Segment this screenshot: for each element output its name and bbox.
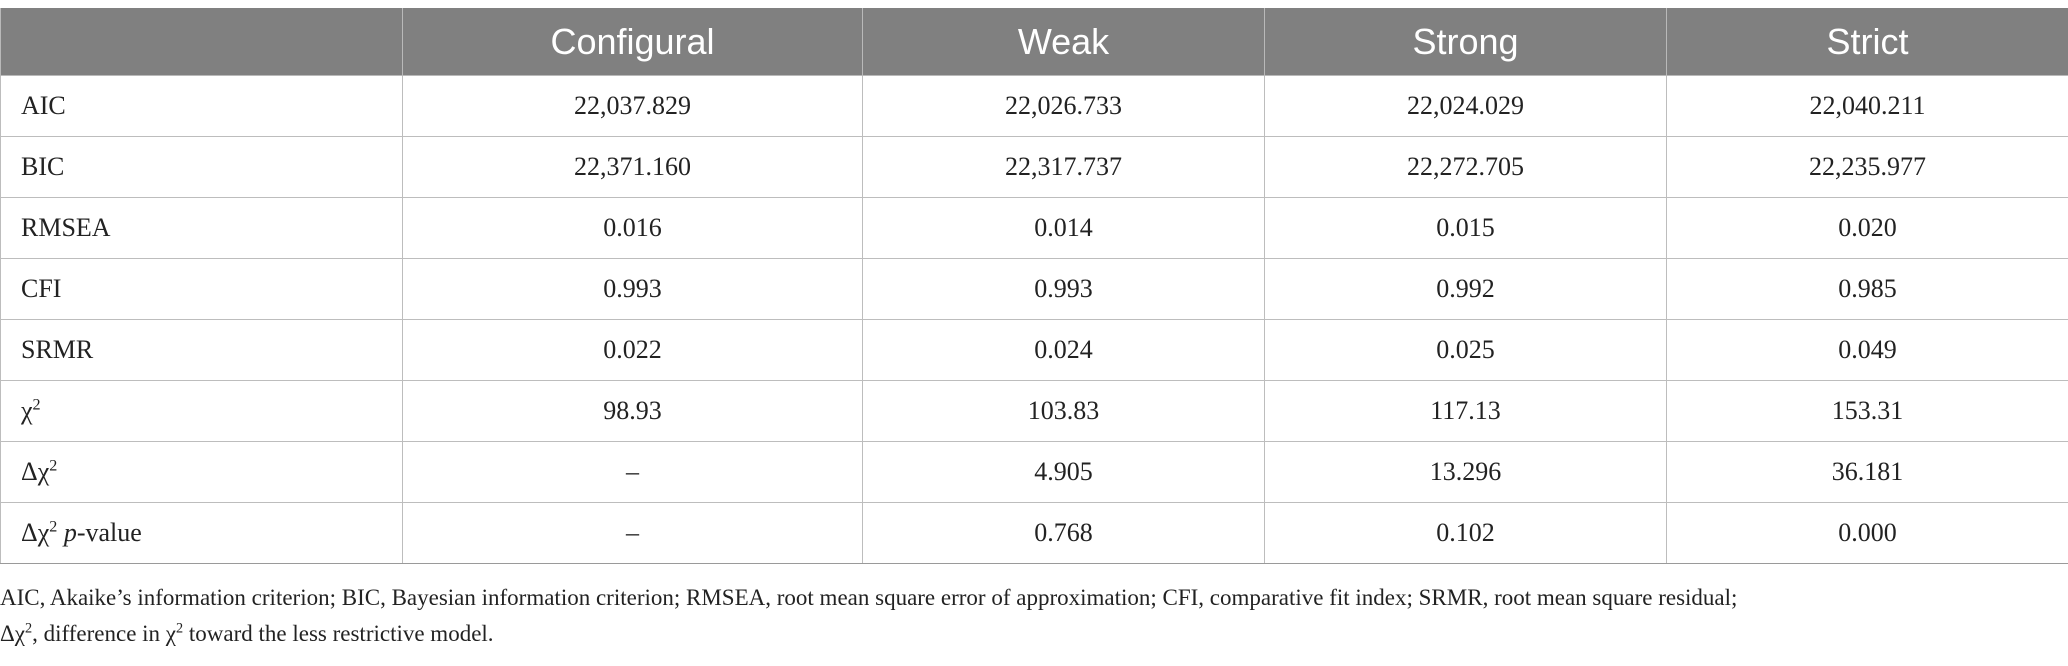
table-cell: 0.768 — [862, 502, 1265, 564]
footnote-text: , difference in χ — [32, 621, 177, 646]
table-cell: 0.025 — [1264, 319, 1667, 381]
row-label-base: Δχ — [21, 457, 50, 486]
table-row-srmr: SRMR 0.022 0.024 0.025 0.049 — [0, 319, 2068, 381]
fit-indices-table-container: Configural Weak Strong Strict AIC 22,037… — [0, 8, 2068, 564]
row-label-superscript: 2 — [49, 518, 58, 536]
table-cell: 153.31 — [1666, 380, 2068, 442]
table-row-delta-chi-square-p-value: Δχ2 p-value – 0.768 0.102 0.000 — [0, 502, 2068, 564]
header-cell-strong: Strong — [1264, 8, 1667, 76]
header-cell-weak: Weak — [862, 8, 1265, 76]
table-cell: 22,026.733 — [862, 75, 1265, 137]
footnote-line-2: Δχ2, difference in χ2 toward the less re… — [0, 616, 2060, 652]
table-cell: 22,040.211 — [1666, 75, 2068, 137]
table-cell: 117.13 — [1264, 380, 1667, 442]
row-label: RMSEA — [0, 197, 403, 259]
header-cell-strict: Strict — [1666, 8, 2068, 76]
table-cell: 103.83 — [862, 380, 1265, 442]
table-row-cfi: CFI 0.993 0.993 0.992 0.985 — [0, 258, 2068, 320]
row-label: CFI — [0, 258, 403, 320]
fit-indices-table: Configural Weak Strong Strict AIC 22,037… — [0, 8, 2068, 564]
header-cell-configural: Configural — [402, 8, 863, 76]
table-cell: – — [402, 502, 863, 564]
table-header: Configural Weak Strong Strict — [0, 8, 2068, 76]
footnote-superscript: 2 — [25, 620, 33, 637]
table-footnote: AIC, Akaike’s information criterion; BIC… — [0, 580, 2060, 652]
row-label-superscript: 2 — [32, 396, 41, 414]
table-row-rmsea: RMSEA 0.016 0.014 0.015 0.020 — [0, 197, 2068, 259]
table-cell: 98.93 — [402, 380, 863, 442]
table-cell: – — [402, 441, 863, 503]
row-label: AIC — [0, 75, 403, 137]
table-cell: 0.022 — [402, 319, 863, 381]
table-cell: 0.000 — [1666, 502, 2068, 564]
footnote-delta-chi: Δχ — [0, 621, 25, 646]
table-cell: 0.049 — [1666, 319, 2068, 381]
table-cell: 0.014 — [862, 197, 1265, 259]
table-cell: 22,371.160 — [402, 136, 863, 198]
row-label: Δχ2 — [0, 441, 403, 503]
row-label-superscript: 2 — [49, 457, 58, 475]
table-row-aic: AIC 22,037.829 22,026.733 22,024.029 22,… — [0, 75, 2068, 137]
footnote-line-1: AIC, Akaike’s information criterion; BIC… — [0, 585, 1738, 610]
row-label-rest: -value — [76, 518, 142, 547]
table-cell: 0.992 — [1264, 258, 1667, 320]
row-label-base: Δχ — [21, 518, 50, 547]
table-cell: 13.296 — [1264, 441, 1667, 503]
table-row-chi-square: χ2 98.93 103.83 117.13 153.31 — [0, 380, 2068, 442]
header-cell-blank — [0, 8, 403, 76]
table-cell: 22,317.737 — [862, 136, 1265, 198]
table-cell: 0.016 — [402, 197, 863, 259]
table-cell: 0.102 — [1264, 502, 1667, 564]
table-cell: 36.181 — [1666, 441, 2068, 503]
footnote-superscript: 2 — [176, 620, 184, 637]
row-label-base: χ — [21, 396, 33, 425]
table-cell: 0.993 — [862, 258, 1265, 320]
table-cell: 22,024.029 — [1264, 75, 1667, 137]
table-cell: 22,272.705 — [1264, 136, 1667, 198]
footnote-text: toward the less restrictive model. — [183, 621, 494, 646]
table-cell: 0.024 — [862, 319, 1265, 381]
row-label: χ2 — [0, 380, 403, 442]
table-cell: 0.993 — [402, 258, 863, 320]
row-label-italic: p — [63, 518, 77, 547]
table-cell: 22,037.829 — [402, 75, 863, 137]
row-label: BIC — [0, 136, 403, 198]
table-row-delta-chi-square: Δχ2 – 4.905 13.296 36.181 — [0, 441, 2068, 503]
table-cell: 4.905 — [862, 441, 1265, 503]
table-cell: 22,235.977 — [1666, 136, 2068, 198]
table-cell: 0.020 — [1666, 197, 2068, 259]
row-label: SRMR — [0, 319, 403, 381]
table-cell: 0.985 — [1666, 258, 2068, 320]
table-body: AIC 22,037.829 22,026.733 22,024.029 22,… — [0, 75, 2068, 564]
header-row: Configural Weak Strong Strict — [0, 8, 2068, 76]
table-cell: 0.015 — [1264, 197, 1667, 259]
table-row-bic: BIC 22,371.160 22,317.737 22,272.705 22,… — [0, 136, 2068, 198]
row-label: Δχ2 p-value — [0, 502, 403, 564]
